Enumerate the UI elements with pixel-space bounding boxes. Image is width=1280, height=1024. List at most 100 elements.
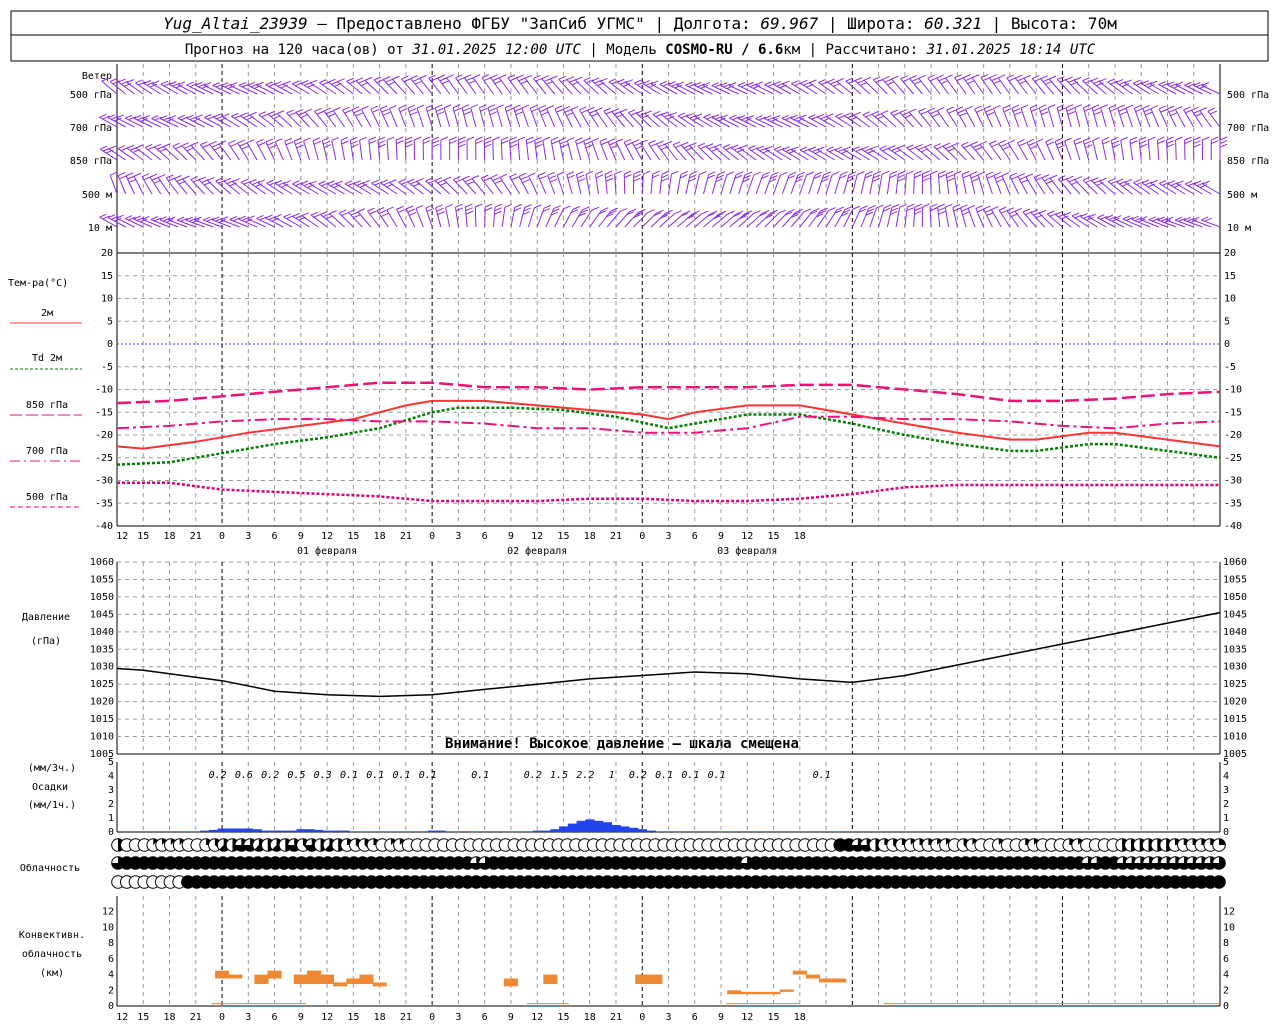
wind-barb-feather [963, 144, 972, 149]
wind-barb-feather [99, 113, 107, 118]
wind-barb-staff [355, 80, 372, 95]
wind-barb-feather [168, 216, 176, 221]
wind-barb-feather [204, 114, 212, 118]
wind-barb-feather [1187, 83, 1195, 88]
conv-title-2: облачность [22, 948, 82, 960]
wind-barb-feather [1130, 140, 1138, 145]
wind-barb-feather [890, 170, 898, 175]
wind-barb-feather [268, 145, 277, 149]
wind-barb-feather [182, 175, 190, 180]
wind-barb-feather [277, 110, 285, 115]
wind-barb-staff [703, 116, 722, 128]
wind-barb-feather [430, 77, 439, 82]
wind-barb-feather [1219, 136, 1228, 141]
wind-barb-feather [881, 170, 890, 175]
wind-barb-feather [323, 107, 332, 112]
wind-barb-feather [209, 140, 217, 145]
wind-barb-feather [929, 77, 938, 82]
wind-barb-feather [640, 139, 648, 144]
wind-barb-feather [793, 211, 801, 216]
wind-barb-staff [818, 82, 836, 95]
wind-barb-feather [222, 113, 230, 118]
wind-barb-feather [748, 145, 756, 150]
wind-barb-feather [254, 84, 262, 89]
wind-barb-staff [689, 145, 704, 161]
wind-barb-staff [382, 79, 398, 95]
wind-barb-feather [1119, 180, 1127, 185]
wind-barb-staff [549, 78, 564, 95]
wind-barb-feather [151, 115, 159, 120]
wind-barb-feather [650, 142, 658, 147]
wind-barb-feather [865, 211, 874, 216]
wind-barb-feather [1110, 180, 1119, 185]
wind-barb-feather [904, 114, 912, 119]
wind-barb-feather [741, 212, 750, 217]
conv-cell [320, 974, 335, 984]
wind-barb-staff [863, 79, 879, 95]
bottom-xtick-label: 12 [321, 1012, 333, 1023]
wind-barb-feather [318, 180, 326, 185]
temp-ytick-right: 20 [1224, 248, 1236, 259]
wind-barb-feather [522, 179, 530, 184]
wind-barb-staff [101, 80, 118, 95]
wind-barb-feather [1074, 104, 1082, 109]
wind-barb-staff [346, 80, 363, 95]
wind-barb-feather [809, 210, 818, 215]
wind-barb-staff [558, 78, 573, 95]
wind-barb-staff [125, 175, 135, 195]
wind-barb-staff [694, 84, 713, 95]
wind-barb-feather [975, 146, 983, 151]
wind-barb-staff [844, 115, 862, 128]
wind-barb-feather [689, 212, 697, 217]
precip-bar [331, 830, 341, 832]
wind-barb-feather [883, 204, 892, 209]
bottom-xtick-label: 9 [298, 1012, 304, 1023]
wind-barb-feather [1032, 75, 1040, 79]
wind-barb-feather [659, 80, 667, 85]
wind-barb-feather [526, 136, 534, 141]
temp-ytick-right: 0 [1224, 339, 1230, 350]
wind-barb-staff [1158, 84, 1177, 95]
wind-barb-staff [492, 207, 496, 228]
wind-barb-feather [425, 204, 434, 209]
wind-barb-feather [1170, 182, 1179, 187]
wind-barb-feather [1036, 138, 1044, 143]
wind-barb-feather [483, 77, 492, 82]
wind-barb-staff [229, 85, 249, 95]
wind-barb-feather [550, 75, 558, 80]
conv-cell [779, 989, 794, 992]
wind-barb-feather [1057, 144, 1065, 149]
wind-barb-staff [773, 175, 781, 195]
wind-barb-feather [1093, 111, 1102, 116]
wind-barb-staff [274, 217, 293, 228]
wind-barb-staff [711, 85, 730, 95]
pressure-ytick-left: 1005 [90, 749, 114, 760]
wind-barb-feather [212, 82, 220, 86]
wind-barb-staff [764, 212, 780, 228]
wind-barb-feather [116, 214, 124, 219]
wind-barb-feather [381, 108, 389, 113]
wind-barb-feather [770, 175, 778, 180]
wind-barb-feather [979, 140, 988, 145]
wind-barb-feather [867, 208, 875, 213]
wind-barb-feather [890, 109, 898, 114]
wind-barb-staff [108, 148, 127, 161]
wind-barb-feather [484, 143, 492, 148]
wind-barb-feather [689, 170, 698, 175]
wind-barb-feather [914, 80, 922, 85]
wind-barb-feather [759, 147, 768, 152]
wind-barb-feather [156, 145, 165, 150]
wind-barb-feather [274, 213, 282, 218]
wind-barb-feather [584, 140, 592, 145]
wind-barb-feather [1191, 106, 1199, 111]
wind-barb-feather [137, 116, 145, 121]
wind-barb-feather [863, 76, 872, 81]
wind-barb-staff [642, 83, 661, 95]
wind-barb-feather [455, 74, 463, 79]
cloud-full [1212, 875, 1226, 889]
wind-barb-feather [1041, 111, 1049, 116]
wind-barb-feather [902, 111, 910, 116]
wind-barb-staff [773, 84, 792, 95]
wind-barb-staff [1097, 217, 1116, 228]
conv-ytick-left: 2 [108, 985, 114, 996]
